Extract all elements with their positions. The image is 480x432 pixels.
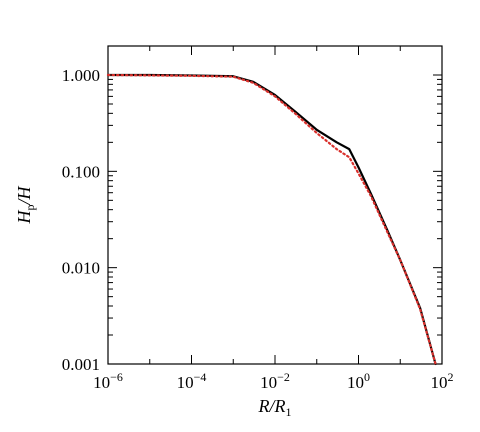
series-line-red-dotted <box>106 73 437 366</box>
x-tick-label: 102 <box>431 370 454 392</box>
series-line-black <box>106 73 437 366</box>
y-tick-label: 1.000 <box>62 66 100 85</box>
x-axis-label: R/R1 <box>258 396 292 419</box>
y-axis-ticks: 0.001 0.010 0.100 1.000 <box>62 45 442 374</box>
x-axis-ticks: 10−6 10−4 10−2 100 102 <box>93 46 454 392</box>
y-tick-label: 0.010 <box>62 259 100 278</box>
y-axis-title: Hp/H <box>14 185 37 224</box>
series-layer <box>106 73 437 366</box>
plot-frame <box>107 45 443 365</box>
y-axis-label: Hp/H <box>14 185 37 224</box>
x-tick-label: 10−4 <box>177 370 207 392</box>
y-tick-label: 0.001 <box>62 355 100 374</box>
x-tick-label: 100 <box>347 370 370 392</box>
x-axis-title: R/R1 <box>258 396 292 419</box>
y-tick-label: 0.100 <box>62 162 100 181</box>
x-tick-label: 10−2 <box>260 370 290 392</box>
x-tick-label: 10−6 <box>93 370 123 392</box>
